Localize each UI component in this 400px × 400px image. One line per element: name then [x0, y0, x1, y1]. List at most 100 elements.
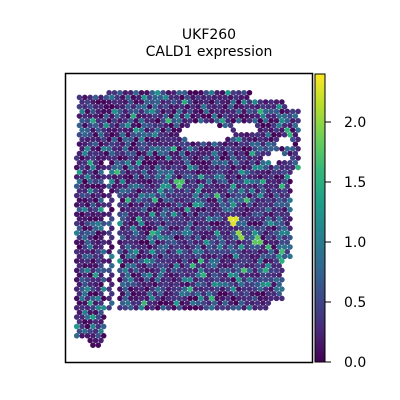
expression-spot — [125, 178, 131, 185]
expression-spot — [233, 103, 239, 110]
expression-spot — [262, 230, 269, 236]
expression-spot — [163, 291, 169, 297]
expression-spot — [73, 323, 80, 330]
expression-spot — [149, 202, 156, 208]
expression-spot — [109, 272, 115, 278]
expression-spot — [254, 132, 261, 138]
expression-spot — [95, 248, 102, 255]
expression-spot — [262, 127, 269, 133]
expression-spot — [206, 150, 212, 157]
expression-spot — [281, 234, 288, 241]
expression-spot — [95, 239, 102, 246]
expression-spot — [192, 117, 199, 124]
expression-spot — [133, 174, 139, 180]
expression-spot — [190, 178, 196, 185]
expression-spot — [284, 117, 291, 124]
expression-spot — [100, 314, 107, 320]
expression-spot — [246, 295, 253, 302]
expression-spot — [252, 211, 258, 218]
expression-spot — [244, 244, 250, 250]
expression-spot — [187, 108, 193, 115]
expression-spot — [211, 216, 218, 222]
expression-spot — [279, 174, 285, 180]
expression-spot — [233, 132, 239, 138]
expression-spot — [125, 113, 131, 119]
expression-spot — [122, 230, 129, 236]
expression-spot — [149, 89, 156, 96]
expression-spot — [295, 127, 301, 133]
expression-spot — [225, 174, 231, 180]
expression-spot — [125, 234, 131, 241]
expression-spot — [203, 174, 210, 180]
expression-spot — [260, 272, 266, 278]
expression-spot — [133, 211, 139, 218]
expression-spot — [214, 164, 220, 171]
expression-spot — [87, 309, 93, 316]
expression-spot — [95, 333, 102, 339]
expression-spot — [95, 108, 102, 115]
expression-spot — [203, 202, 210, 208]
expression-spot — [257, 248, 264, 255]
expression-spot — [184, 103, 191, 110]
expression-spot — [187, 239, 193, 246]
expression-spot — [273, 248, 280, 255]
expression-spot — [87, 300, 93, 306]
expression-spot — [90, 248, 96, 255]
expression-spot — [190, 253, 196, 260]
expression-spot — [181, 89, 188, 96]
expression-spot — [157, 160, 164, 166]
expression-spot — [109, 141, 115, 147]
expression-spot — [195, 291, 201, 297]
expression-spot — [238, 178, 245, 185]
expression-spot — [249, 141, 255, 147]
expression-spot — [265, 122, 272, 129]
expression-spot — [233, 188, 239, 194]
expression-spot — [225, 108, 231, 115]
expression-spot — [154, 239, 161, 246]
expression-spot — [203, 295, 210, 302]
expression-spot — [287, 244, 293, 250]
expression-spot — [106, 239, 112, 246]
expression-spot — [190, 244, 196, 250]
expression-spot — [268, 146, 274, 152]
expression-spot — [136, 94, 142, 101]
expression-spot — [165, 211, 172, 218]
expression-spot — [141, 244, 147, 250]
expression-spot — [146, 132, 153, 138]
expression-spot — [92, 281, 99, 288]
expression-spot — [192, 295, 199, 302]
expression-spot — [103, 141, 110, 147]
expression-spot — [184, 300, 191, 306]
expression-spot — [284, 192, 291, 199]
expression-spot — [214, 202, 220, 208]
expression-spot — [206, 262, 212, 269]
expression-spot — [168, 141, 174, 147]
expression-spot — [268, 136, 274, 143]
expression-spot — [176, 258, 183, 264]
expression-spot — [271, 272, 277, 278]
expression-spot — [125, 188, 131, 194]
expression-spot — [146, 160, 153, 166]
expression-spot — [195, 160, 201, 166]
expression-spot — [271, 197, 277, 203]
expression-spot — [111, 117, 118, 124]
expression-spot — [268, 220, 274, 227]
expression-spot — [214, 192, 220, 199]
expression-spot — [257, 108, 264, 115]
expression-spot — [152, 160, 158, 166]
expression-spot — [111, 183, 118, 189]
expression-spot — [179, 169, 185, 175]
expression-spot — [127, 183, 134, 189]
expression-spot — [184, 281, 191, 288]
expression-spot — [87, 132, 93, 138]
expression-spot — [133, 136, 139, 143]
expression-spot — [181, 99, 188, 105]
expression-spot — [206, 300, 212, 306]
expression-spot — [190, 225, 196, 232]
expression-spot — [187, 192, 193, 199]
expression-spot — [198, 230, 204, 236]
expression-spot — [279, 211, 285, 218]
expression-spot — [273, 295, 280, 302]
expression-spot — [238, 206, 245, 213]
expression-spot — [103, 103, 110, 110]
